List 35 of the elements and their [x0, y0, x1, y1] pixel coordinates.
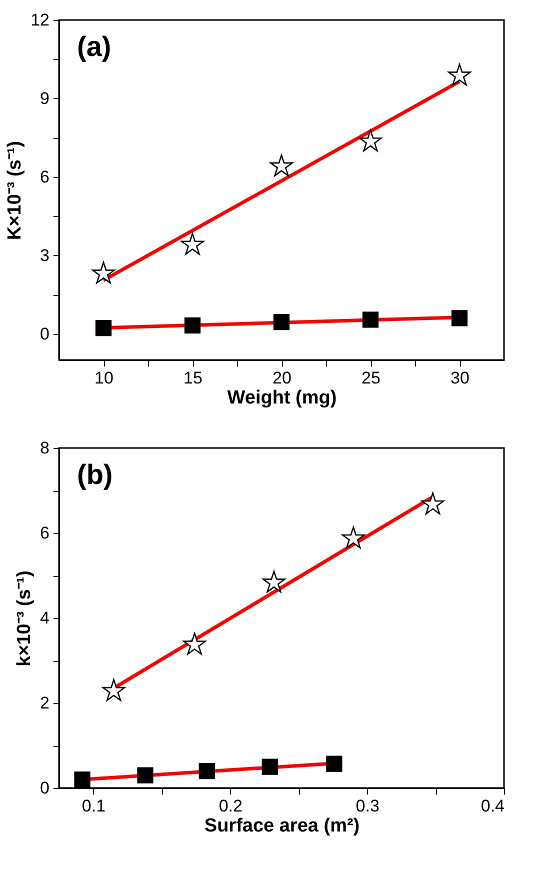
point	[270, 154, 293, 176]
y-axis-title: k×10⁻³ (s⁻¹)	[14, 570, 36, 666]
y-tick-label: 6	[40, 524, 50, 542]
annotation: (b)	[77, 459, 113, 490]
x-tick-label: 0.4	[480, 796, 504, 816]
annotation: (a)	[77, 31, 112, 62]
point	[451, 310, 468, 326]
point	[448, 64, 471, 86]
y-tick-label: 2	[40, 694, 50, 712]
point	[92, 262, 115, 284]
point	[362, 312, 379, 328]
y-tick-label: 0	[40, 324, 50, 344]
x-tick-label: 30	[450, 368, 470, 388]
y-tick-label: 9	[40, 88, 50, 108]
x-tick-label: 15	[184, 368, 202, 388]
point	[184, 317, 201, 334]
y-tick-label: 3	[40, 246, 50, 265]
y-tick-label: 6	[40, 167, 50, 186]
y-axis-title: K×10⁻³ (s⁻¹)	[4, 140, 26, 240]
point	[95, 320, 112, 336]
x-tick-label: 0.1	[82, 796, 106, 816]
x-tick-label: 10	[94, 368, 114, 388]
point	[181, 232, 204, 255]
y-tick-label: 12	[30, 10, 50, 30]
y-tick-label: 4	[40, 608, 50, 628]
y-tick-label: 0	[40, 778, 50, 798]
x-tick-label: 0.2	[218, 796, 242, 816]
x-tick-label: 0.3	[356, 796, 380, 816]
x-axis-title: Surface area (m²)	[204, 816, 360, 836]
x-tick-label: 20	[272, 368, 292, 388]
y-tick-label: 8	[40, 438, 50, 458]
point	[359, 130, 382, 152]
point	[273, 314, 290, 330]
x-tick-label: 25	[362, 368, 380, 388]
x-axis-title: Weight (mg)	[227, 388, 337, 408]
